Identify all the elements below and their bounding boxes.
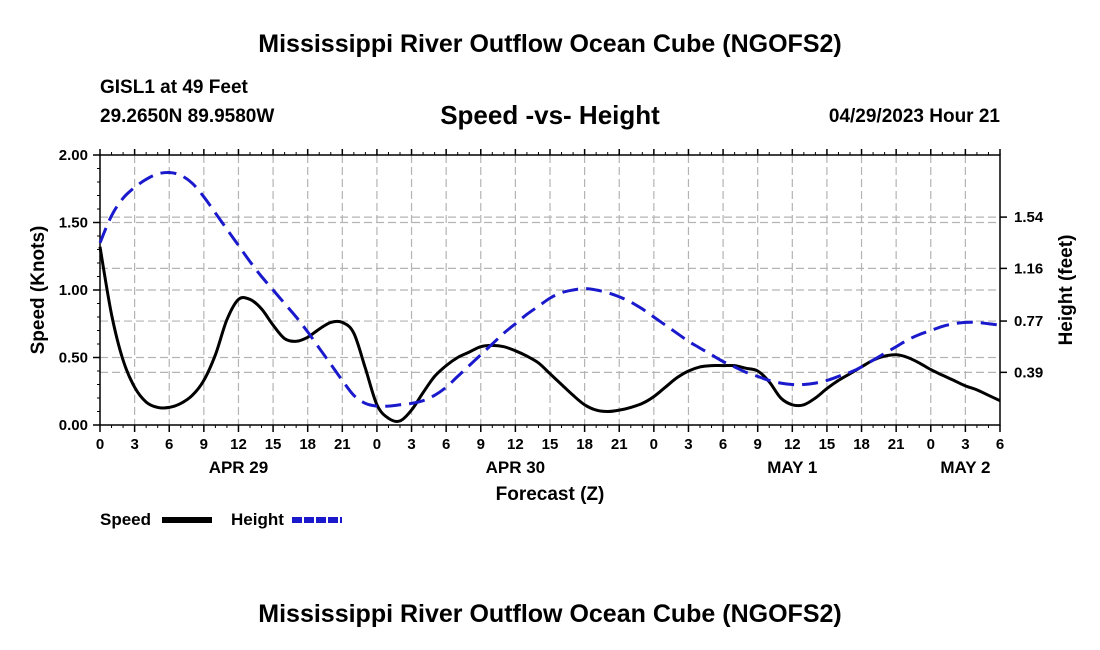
- x-tick-label: 3: [130, 436, 138, 453]
- x-tick-label: 9: [477, 436, 485, 453]
- legend-height-label: Height: [231, 510, 284, 530]
- day-label: MAY 2: [940, 458, 990, 477]
- x-tick-label: 9: [754, 436, 762, 453]
- y-tick-label: 0.00: [59, 417, 88, 434]
- y-tick-label: 1.00: [59, 282, 88, 299]
- x-tick-label: 0: [96, 436, 104, 453]
- speed-height-chart: 0 3 6 9 12 15 18 21 0 3 6 9 12 15 18 21 0 3 6 9 12 15 18 21 0 3 6 0…: [0, 0, 1100, 650]
- x-tick-label: 0: [373, 436, 381, 453]
- day-label: APR 29: [209, 458, 269, 477]
- x-tick-label: 18: [853, 436, 870, 453]
- y2-tick-label: 1.16: [1014, 260, 1043, 277]
- x-tick-label: 0: [927, 436, 935, 453]
- x-tick-label: 6: [165, 436, 173, 453]
- y-tick-label: 2.00: [59, 147, 88, 164]
- x-tick-label: 21: [611, 436, 628, 453]
- x-tick-label: 18: [299, 436, 316, 453]
- x-tick-label: 15: [819, 436, 836, 453]
- x-axis-label: Forecast (Z): [496, 484, 605, 505]
- x-tick-label: 21: [334, 436, 351, 453]
- x-tick-label: 3: [407, 436, 415, 453]
- y2-tick-label: 1.54: [1014, 209, 1044, 226]
- day-label: MAY 1: [767, 458, 817, 477]
- footer-title: Mississippi River Outflow Ocean Cube (NG…: [0, 600, 1100, 629]
- y2-axis-label: Height (feet): [1056, 235, 1077, 346]
- legend-speed-label: Speed: [100, 510, 151, 530]
- x-tick-label: 18: [576, 436, 593, 453]
- day-label: APR 30: [486, 458, 546, 477]
- x-tick-label: 9: [200, 436, 208, 453]
- y-axis-label: Speed (Knots): [28, 226, 49, 355]
- x-tick-label: 3: [684, 436, 692, 453]
- x-tick-label: 15: [265, 436, 282, 453]
- x-tick-label: 12: [784, 436, 801, 453]
- x-tick-label: 21: [888, 436, 905, 453]
- x-tick-label: 3: [961, 436, 969, 453]
- y2-tick-label: 0.39: [1014, 364, 1043, 381]
- x-tick-label: 15: [542, 436, 559, 453]
- x-tick-label: 6: [442, 436, 450, 453]
- x-tick-label: 12: [507, 436, 524, 453]
- y-tick-label: 1.50: [59, 215, 88, 232]
- y2-tick-label: 0.77: [1014, 313, 1043, 330]
- y-tick-label: 0.50: [59, 350, 88, 367]
- x-tick-label: 0: [650, 436, 658, 453]
- x-tick-label: 12: [230, 436, 247, 453]
- x-tick-label: 6: [719, 436, 727, 453]
- x-tick-label: 6: [996, 436, 1004, 453]
